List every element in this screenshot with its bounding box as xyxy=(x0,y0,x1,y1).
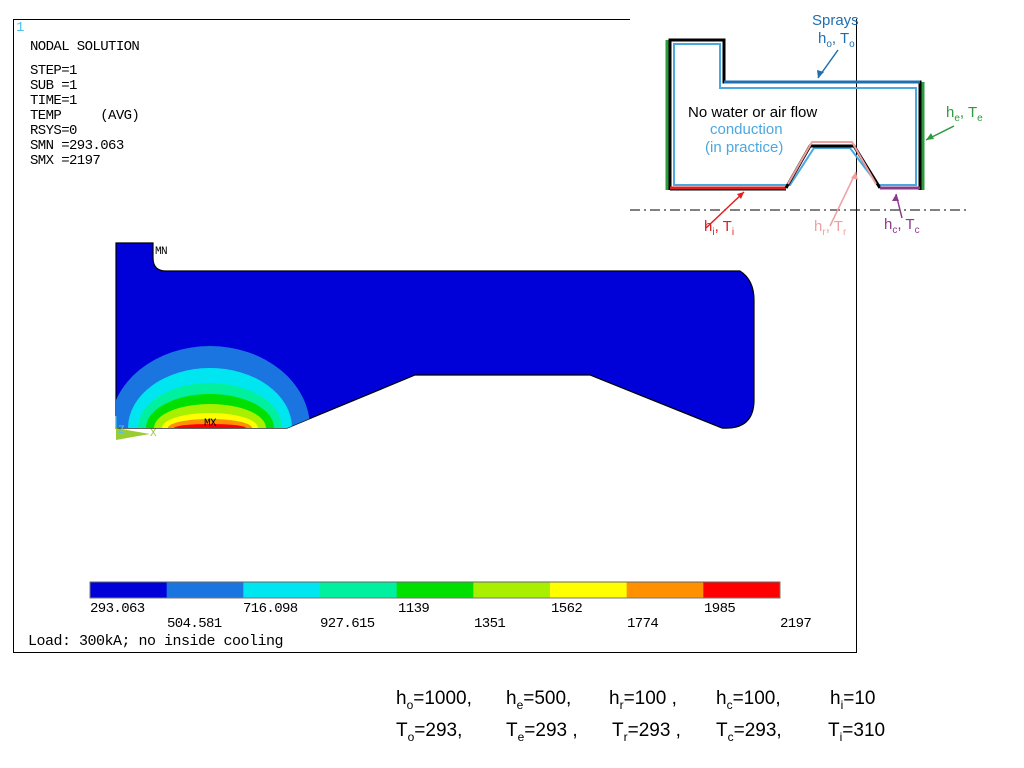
colorbar-swatch xyxy=(703,582,781,598)
colorbar-label: 927.615 xyxy=(320,616,375,632)
min-label: MN xyxy=(155,246,168,258)
header-line: SUB =1 xyxy=(30,78,77,94)
he-Te-label: he, Te xyxy=(946,104,983,124)
window-number: 1 xyxy=(16,20,25,36)
header-line: SMX =2197 xyxy=(30,153,101,169)
eq-hi: hi=10 xyxy=(830,688,876,712)
colorbar-swatch xyxy=(90,582,168,598)
ho-To-label: ho, To xyxy=(818,30,855,50)
triad-x-label: X xyxy=(150,428,157,440)
eq-Tr: Tr=293 , xyxy=(612,720,681,744)
colorbar-swatch xyxy=(320,582,398,598)
no-flow-label: No water or air flow xyxy=(688,104,818,121)
load-caption: Load: 300kA; no inside cooling xyxy=(28,633,284,650)
eq-Te: Te=293 , xyxy=(506,720,578,744)
conduction-label-2: (in practice) xyxy=(705,139,784,156)
eq-he: he=500, xyxy=(506,688,572,712)
hi-Ti-label: hi, Ti xyxy=(704,218,735,238)
eq-ho: ho=1000, xyxy=(396,688,472,712)
hot-zone xyxy=(116,346,310,429)
colorbar-swatch xyxy=(626,582,704,598)
colorbar-label: 1562 xyxy=(551,601,583,617)
colorbar-label: 1985 xyxy=(704,601,736,617)
header-line: STEP=1 xyxy=(30,63,77,79)
hr-Tr-label: hr, Tr xyxy=(814,218,847,238)
colorbar-label: 1139 xyxy=(398,601,430,617)
colorbar-swatch xyxy=(550,582,628,598)
colorbar-label: 1774 xyxy=(627,616,659,632)
colorbar-swatch xyxy=(166,582,244,598)
eq-hr: hr=100 , xyxy=(609,688,677,712)
eq-hc: hc=100, xyxy=(716,688,781,712)
colorbar-swatch xyxy=(473,582,551,598)
colorbar-label: 293.063 xyxy=(90,601,145,617)
eq-Tc: Tc=293, xyxy=(716,720,782,744)
header-line: TEMP (AVG) xyxy=(30,108,140,124)
colorbar-label: 504.581 xyxy=(167,616,222,632)
header-line: TIME=1 xyxy=(30,93,77,109)
plot-frame-top xyxy=(13,19,630,20)
colorbar-label: 716.098 xyxy=(243,601,298,617)
conduction-label: conduction xyxy=(710,121,783,138)
colorbar-swatch xyxy=(243,582,321,598)
header-line: RSYS=0 xyxy=(30,123,77,139)
triad-label: Z xyxy=(118,425,125,437)
plot-frame xyxy=(13,19,857,653)
header-line: SMN =293.063 xyxy=(30,138,124,154)
colorbar-label: 2197 xyxy=(780,616,812,632)
triad-icon xyxy=(116,428,150,440)
eq-Ti: Ti=310 xyxy=(828,720,886,744)
max-label: MX xyxy=(204,418,217,430)
colorbar-swatch xyxy=(396,582,474,598)
colorbar-label: 1351 xyxy=(474,616,506,632)
sprays-label: Sprays xyxy=(812,12,859,29)
colorbar xyxy=(89,581,781,599)
eq-To: To=293, xyxy=(396,720,463,744)
hc-Tc-label: hc, Tc xyxy=(884,216,920,236)
header-line: NODAL SOLUTION xyxy=(30,39,140,55)
